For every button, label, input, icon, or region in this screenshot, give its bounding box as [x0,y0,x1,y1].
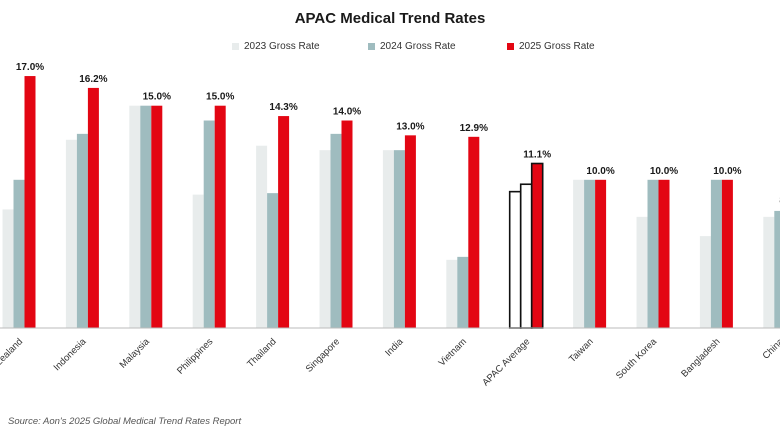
bar-indonesia-2025 [87,87,99,328]
data-label-south-korea: 10.0% [650,166,678,177]
bar-china-2023 [763,216,775,328]
data-label-singapore: 14.0% [333,107,361,118]
bar-zealand-2024 [13,179,25,328]
bar-philippines-2024 [203,120,215,329]
bar-indonesia-2024 [76,133,88,328]
bar-apac-average-2025 [530,162,544,329]
bar-vietnam-2023 [446,259,458,328]
bar-bangladesh-2025 [721,179,733,328]
chart-legend: 2023 Gross Rate 2024 Gross Rate 2025 Gro… [0,41,780,55]
data-label-thailand: 14.3% [269,102,297,113]
data-label-vietnam: 12.9% [460,123,488,134]
bar-philippines-2025 [214,105,226,328]
x-tick-zealand: Zealand [0,336,25,368]
data-label-philippines: 15.0% [206,92,234,103]
bar-south-korea-2024 [647,179,659,328]
bar-taiwan-2025 [595,179,607,328]
x-tick-taiwan: Taiwan [567,336,596,365]
bar-india-2024 [393,150,405,328]
bar-zealand-2025 [24,76,36,328]
data-label-malaysia: 15.0% [143,92,171,103]
x-tick-philippines: Philippines [175,336,215,376]
data-label-indonesia: 16.2% [79,74,107,85]
bar-taiwan-2024 [584,179,596,328]
bar-vietnam-2024 [457,256,469,328]
bar-thailand-2025 [278,116,290,328]
bar-india-2023 [382,150,394,328]
bar-china-2024 [774,210,780,328]
legend-swatch-2025 [507,43,514,50]
bar-malaysia-2024 [140,105,152,328]
bar-taiwan-2023 [573,179,585,328]
legend-label-2024: 2024 Gross Rate [380,41,456,52]
bar-singapore-2025 [341,120,353,329]
data-label-taiwan: 10.0% [586,166,614,177]
bar-south-korea-2025 [658,179,670,328]
legend-swatch-2024 [368,43,375,50]
bar-zealand-2023 [2,209,14,328]
x-tick-thailand: Thailand [245,336,279,370]
data-label-zealand: 17.0% [16,62,44,73]
x-tick-india: India [383,336,406,359]
x-tick-china: China [761,336,780,362]
bar-bangladesh-2024 [710,179,722,328]
x-tick-south-korea: South Korea [614,336,660,382]
x-tick-singapore: Singapore [304,336,342,374]
x-tick-apac-average: APAC Average [480,336,532,388]
bar-indonesia-2023 [65,139,77,328]
bar-apac-average-2024 [519,183,533,329]
legend-item-2024: 2024 Gross Rate [368,41,456,52]
x-tick-indonesia: Indonesia [52,336,89,373]
source-note: Source: Aon's 2025 Global Medical Trend … [8,416,242,427]
x-tick-malaysia: Malaysia [118,336,153,371]
legend-item-2023: 2023 Gross Rate [232,41,320,52]
bar-india-2025 [404,135,416,328]
data-label-bangladesh: 10.0% [713,166,741,177]
bar-singapore-2023 [319,150,331,328]
legend-label-2025: 2025 Gross Rate [519,41,595,52]
bar-malaysia-2023 [129,105,141,328]
bar-singapore-2024 [330,133,342,328]
legend-item-2025: 2025 Gross Rate [507,41,595,52]
data-label-apac-average: 11.1% [523,149,551,160]
bar-malaysia-2025 [151,105,163,328]
legend-label-2023: 2023 Gross Rate [244,41,320,52]
x-tick-vietnam: Vietnam [437,336,469,368]
x-tick-bangladesh: Bangladesh [679,336,722,379]
legend-swatch-2023 [232,43,239,50]
data-label-india: 13.0% [396,121,424,132]
bar-apac-average-2023 [508,190,522,329]
bar-thailand-2023 [256,145,268,328]
bar-thailand-2024 [267,193,279,328]
bar-bangladesh-2023 [699,236,711,328]
bar-vietnam-2025 [468,136,480,328]
bar-philippines-2023 [192,194,204,328]
bar-south-korea-2023 [636,216,648,328]
chart-title: APAC Medical Trend Rates [294,10,486,27]
